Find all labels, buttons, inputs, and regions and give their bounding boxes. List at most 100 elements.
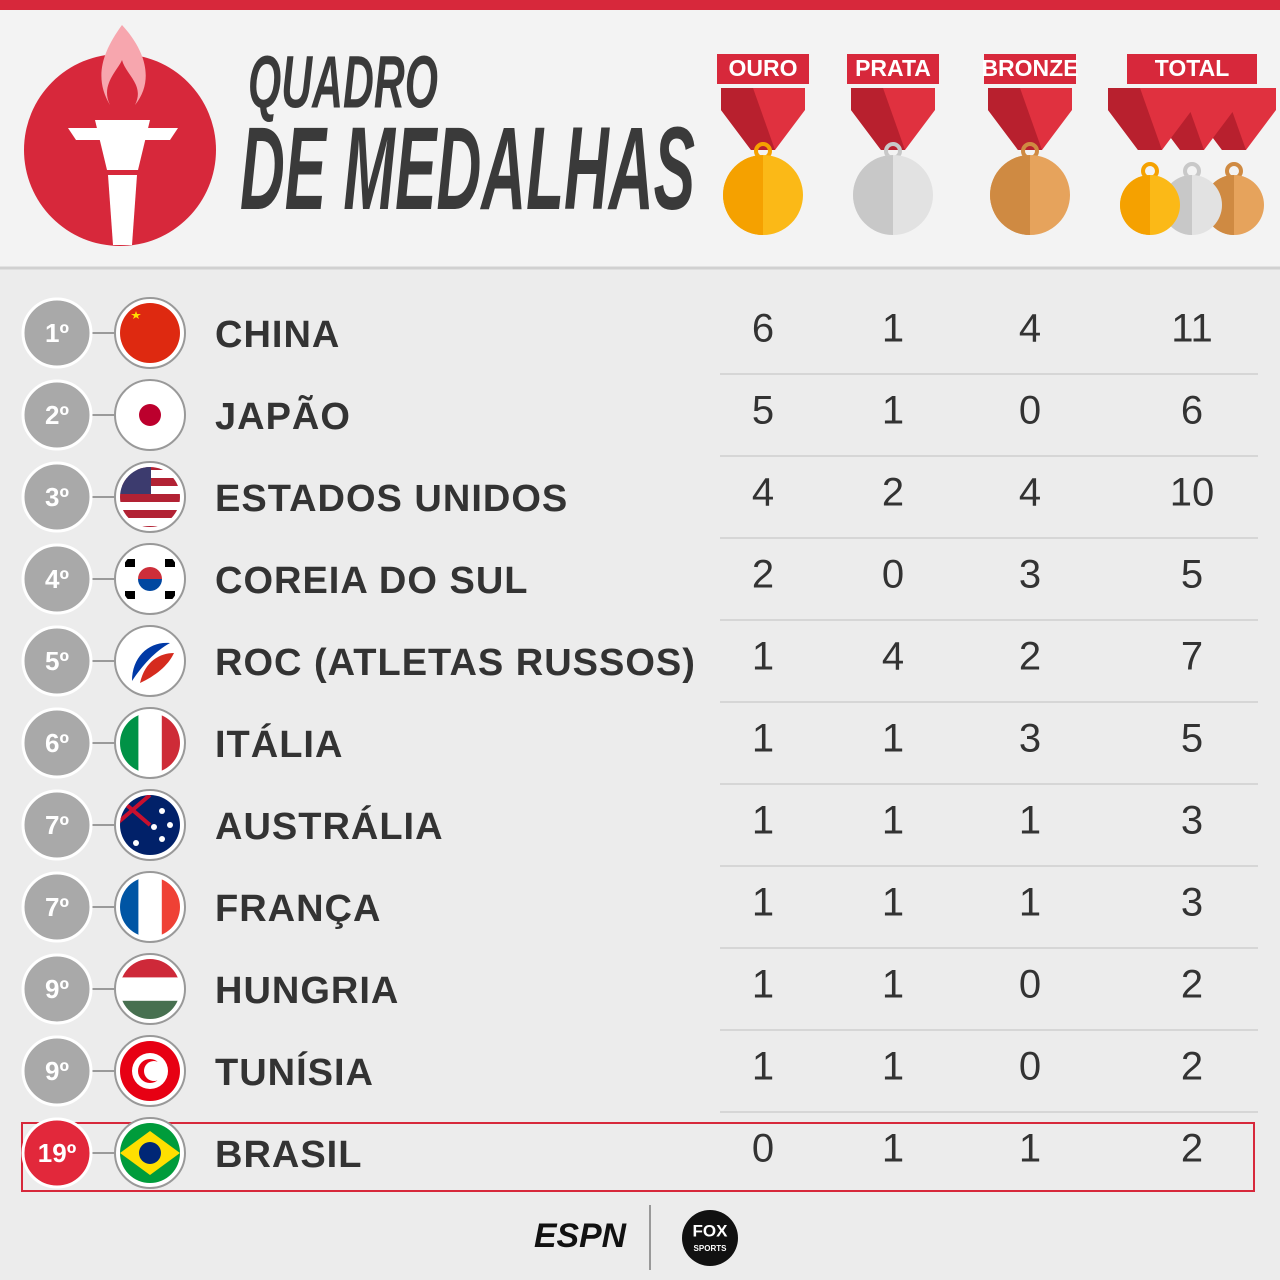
rank: 3º xyxy=(45,482,69,512)
flag xyxy=(120,549,180,609)
medal-count: 0 xyxy=(1019,963,1041,1007)
medal-count: 1 xyxy=(1019,799,1041,843)
country: BRASIL xyxy=(215,1134,362,1176)
rank-badge xyxy=(21,707,93,779)
fox-logo-circle xyxy=(682,1210,738,1266)
medal-count: 5 xyxy=(1181,717,1203,761)
medal-count: 1 xyxy=(882,389,904,433)
medal-shade xyxy=(853,155,893,235)
medal-count: 2 xyxy=(882,471,904,515)
flag-stripe xyxy=(120,877,139,937)
flag-stripe xyxy=(138,877,163,937)
medal-icon xyxy=(988,88,1072,235)
medal-count: 1 xyxy=(752,799,774,843)
medal-count: 3 xyxy=(1019,717,1041,761)
rank-badge xyxy=(21,297,93,369)
medal-count: 0 xyxy=(882,553,904,597)
flag xyxy=(120,467,180,527)
flag-stripe xyxy=(161,877,180,937)
medal-shade xyxy=(723,155,763,235)
flag xyxy=(120,713,180,773)
flag-stripe xyxy=(120,959,180,978)
country: HUNGRIA xyxy=(215,970,399,1012)
rank: 5º xyxy=(45,646,69,676)
medal-shade xyxy=(990,155,1030,235)
country: TUNÍSIA xyxy=(215,1050,374,1094)
espn-logo: ESPN xyxy=(534,1217,627,1255)
column-label-bg xyxy=(984,54,1076,84)
medal-shade xyxy=(1120,175,1150,235)
medal-count: 6 xyxy=(752,307,774,351)
column-label-bg xyxy=(1127,54,1257,84)
medal-count: 1 xyxy=(882,799,904,843)
medal-count: 1 xyxy=(752,963,774,1007)
column-label: PRATA xyxy=(855,55,931,81)
flag-star xyxy=(151,824,157,830)
country: COREIA DO SUL xyxy=(215,560,529,602)
flag xyxy=(120,877,180,937)
medal-count: 2 xyxy=(1181,1127,1203,1171)
column-label: BRONZE xyxy=(981,55,1078,81)
medal-count: 2 xyxy=(1181,963,1203,1007)
flag-blue xyxy=(138,579,162,591)
flag xyxy=(120,631,180,691)
medal-count: 3 xyxy=(1019,553,1041,597)
flag-stripe xyxy=(120,713,139,773)
flag xyxy=(120,303,180,363)
flag-bar xyxy=(125,591,135,599)
medal-count: 4 xyxy=(1019,307,1041,351)
flag-star xyxy=(159,808,165,814)
medal-count: 1 xyxy=(882,1127,904,1171)
medal-count: 0 xyxy=(1019,1045,1041,1089)
flag xyxy=(120,795,180,855)
column-label-bg xyxy=(717,54,809,84)
ribbon-shade xyxy=(988,88,1042,150)
medal-count: 3 xyxy=(1181,799,1203,843)
column-label-bg xyxy=(847,54,939,84)
flag-stripe xyxy=(120,526,180,527)
medal-count: 2 xyxy=(1181,1045,1203,1089)
medal-icon xyxy=(721,88,805,235)
country: FRANÇA xyxy=(215,888,381,930)
medal-count: 11 xyxy=(1171,307,1213,351)
flag-swoosh xyxy=(132,642,170,681)
medal-count: 4 xyxy=(752,471,774,515)
country: ESTADOS UNIDOS xyxy=(215,478,568,520)
medal-count: 10 xyxy=(1170,471,1215,515)
medal-icon xyxy=(1108,88,1276,235)
flag xyxy=(120,1123,180,1183)
medal-count: 5 xyxy=(752,389,774,433)
rank-badge xyxy=(21,625,93,697)
rank-badge xyxy=(21,379,93,451)
flag-bar xyxy=(125,559,135,567)
medal-count: 1 xyxy=(752,881,774,925)
rank-badge xyxy=(21,461,93,533)
flag-globe xyxy=(139,1142,161,1164)
medal-count: 6 xyxy=(1181,389,1203,433)
rank: 4º xyxy=(45,564,69,594)
medal-count: 1 xyxy=(752,1045,774,1089)
flag-stripe xyxy=(120,510,180,518)
rank: 7º xyxy=(45,892,69,922)
flag-bar xyxy=(165,559,175,567)
flag-bg xyxy=(120,631,180,691)
medal-count: 3 xyxy=(1181,881,1203,925)
rank-badge xyxy=(21,871,93,943)
rank: 2º xyxy=(45,400,69,430)
flag-bar xyxy=(165,591,175,599)
ribbon-shade xyxy=(721,88,775,150)
rank-badge xyxy=(21,1117,93,1189)
medal-count: 1 xyxy=(882,1045,904,1089)
column-label: TOTAL xyxy=(1155,55,1230,81)
country: CHINA xyxy=(215,314,340,356)
flag-stripe xyxy=(120,502,180,510)
flag xyxy=(120,959,180,1019)
torch-logo xyxy=(24,25,216,246)
medal-icon xyxy=(851,88,935,235)
medal-count: 1 xyxy=(882,717,904,761)
medal-count: 1 xyxy=(1019,1127,1041,1171)
flag-star xyxy=(133,840,139,846)
flag-stripe xyxy=(120,494,180,502)
flag-bg xyxy=(120,303,180,363)
